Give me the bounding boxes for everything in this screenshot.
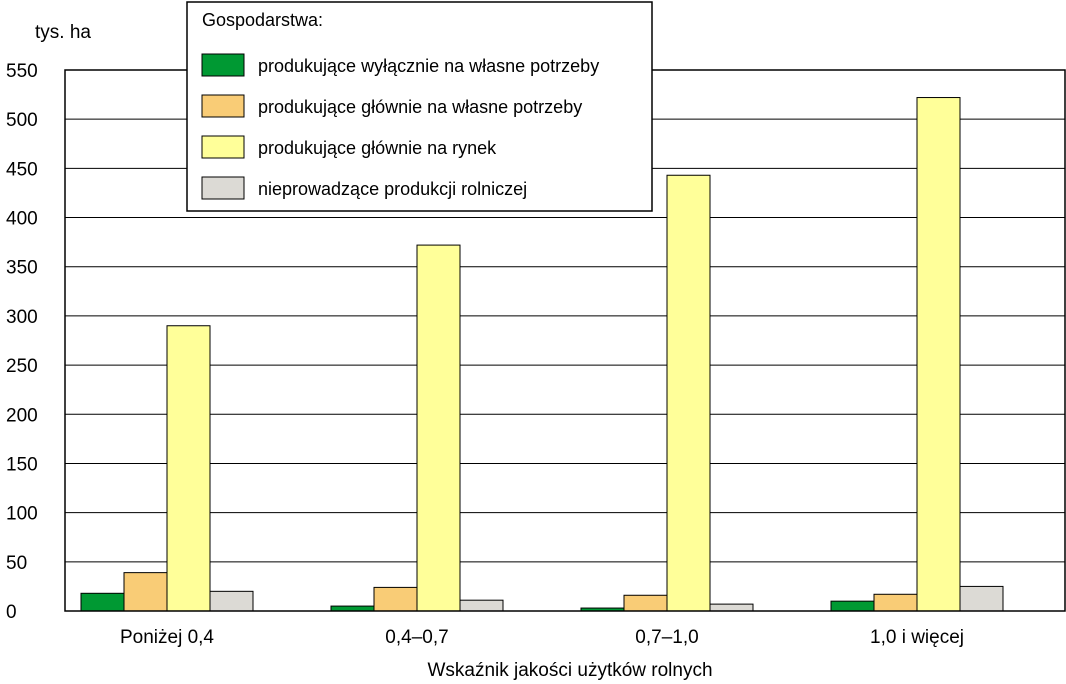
y-tick-label: 300 bbox=[6, 307, 38, 328]
legend-label: produkujące głównie na własne potrzeby bbox=[258, 97, 582, 117]
bar bbox=[959, 585, 1004, 612]
bar bbox=[373, 586, 418, 612]
y-tick-labels: 0 50 100 150 200 250 300 350 400 450 500 550 bbox=[6, 61, 38, 623]
x-tick-label: 0,4–0,7 bbox=[385, 627, 448, 648]
bar bbox=[666, 174, 711, 612]
bar bbox=[459, 599, 504, 612]
x-tick-label: 1,0 i więcej bbox=[870, 627, 964, 648]
legend-title: Gospodarstwa: bbox=[202, 10, 323, 30]
y-tick-label: 250 bbox=[6, 356, 38, 377]
legend-label: produkujące głównie na rynek bbox=[258, 138, 497, 158]
bar bbox=[873, 593, 918, 612]
legend-swatch bbox=[201, 135, 245, 159]
x-axis-label: Wskaźnik jakości użytków rolnych bbox=[427, 660, 712, 681]
bar bbox=[623, 594, 668, 612]
bar bbox=[916, 97, 961, 612]
y-tick-label: 200 bbox=[6, 405, 38, 426]
y-tick-label: 550 bbox=[6, 61, 38, 82]
y-tick-label: 150 bbox=[6, 454, 38, 475]
legend: Gospodarstwa: produkujące wyłącznie na w… bbox=[186, 1, 653, 212]
y-tick-label: 400 bbox=[6, 209, 38, 230]
x-tick-labels: Poniżej 0,4 0,4–0,7 0,7–1,0 1,0 i więcej bbox=[120, 627, 964, 648]
y-axis-label: tys. ha bbox=[35, 22, 91, 43]
y-tick-label: 0 bbox=[6, 602, 17, 623]
legend-swatch bbox=[201, 94, 245, 118]
bar bbox=[709, 603, 754, 612]
y-tick-label: 350 bbox=[6, 258, 38, 279]
legend-swatch bbox=[201, 53, 245, 77]
y-tick-label: 500 bbox=[6, 110, 38, 131]
bar bbox=[416, 244, 461, 612]
legend-box bbox=[186, 1, 653, 212]
bar bbox=[830, 600, 875, 612]
bar bbox=[209, 590, 254, 612]
bars bbox=[80, 97, 1004, 612]
legend-swatch bbox=[201, 176, 245, 200]
y-tick-label: 100 bbox=[6, 504, 38, 525]
x-tick-label: 0,7–1,0 bbox=[635, 627, 698, 648]
y-tick-label: 450 bbox=[6, 159, 38, 180]
legend-label: produkujące wyłącznie na własne potrzeby bbox=[258, 56, 599, 76]
bar bbox=[80, 592, 125, 612]
y-tick-label: 50 bbox=[6, 553, 27, 574]
bar bbox=[166, 325, 211, 612]
bar bbox=[123, 572, 168, 612]
x-tick-label: Poniżej 0,4 bbox=[120, 627, 214, 648]
legend-label: nieprowadzące produkcji rolniczej bbox=[258, 179, 527, 199]
